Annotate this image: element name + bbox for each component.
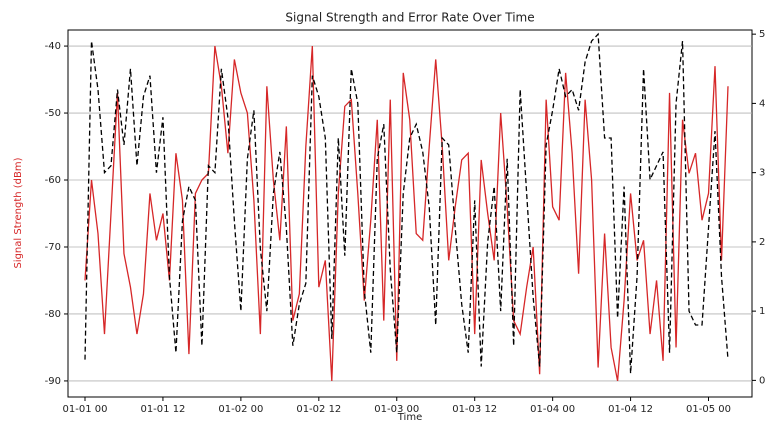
x-axis-label: Time xyxy=(397,412,422,421)
y2-tick-label: 2 xyxy=(759,237,765,248)
y-tick-label: -90 xyxy=(45,376,61,387)
chart-title: Signal Strength and Error Rate Over Time xyxy=(285,11,534,25)
y-tick-label: -60 xyxy=(45,175,61,186)
y-axis-label: Signal Strength (dBm) xyxy=(13,157,24,268)
y2-tick-label: 5 xyxy=(759,29,765,40)
x-tick-label: 01-02 12 xyxy=(296,404,341,415)
x-tick-label: 01-05 00 xyxy=(686,404,731,415)
y2-tick-label: 0 xyxy=(759,375,765,386)
x-tick-label: 01-03 00 xyxy=(374,404,419,415)
y-tick-label: -80 xyxy=(45,309,61,320)
y2-tick-label: 4 xyxy=(759,98,765,109)
x-tick-label: 01-02 00 xyxy=(218,404,263,415)
series-line xyxy=(84,45,729,382)
series-line xyxy=(84,32,729,374)
x-tick-label: 01-04 12 xyxy=(608,404,653,415)
x-tick-label: 01-01 00 xyxy=(63,404,108,415)
y-tick-label: -70 xyxy=(45,242,61,253)
x-tick-label: 01-03 12 xyxy=(452,404,497,415)
x-tick-label: 01-04 00 xyxy=(530,404,575,415)
plot-frame xyxy=(67,29,753,398)
y-tick-label: -40 xyxy=(45,41,61,52)
y2-tick-label: 1 xyxy=(759,306,765,317)
x-tick-label: 01-01 12 xyxy=(140,404,185,415)
y-tick-label: -50 xyxy=(45,108,61,119)
y2-tick-label: 3 xyxy=(759,168,765,179)
